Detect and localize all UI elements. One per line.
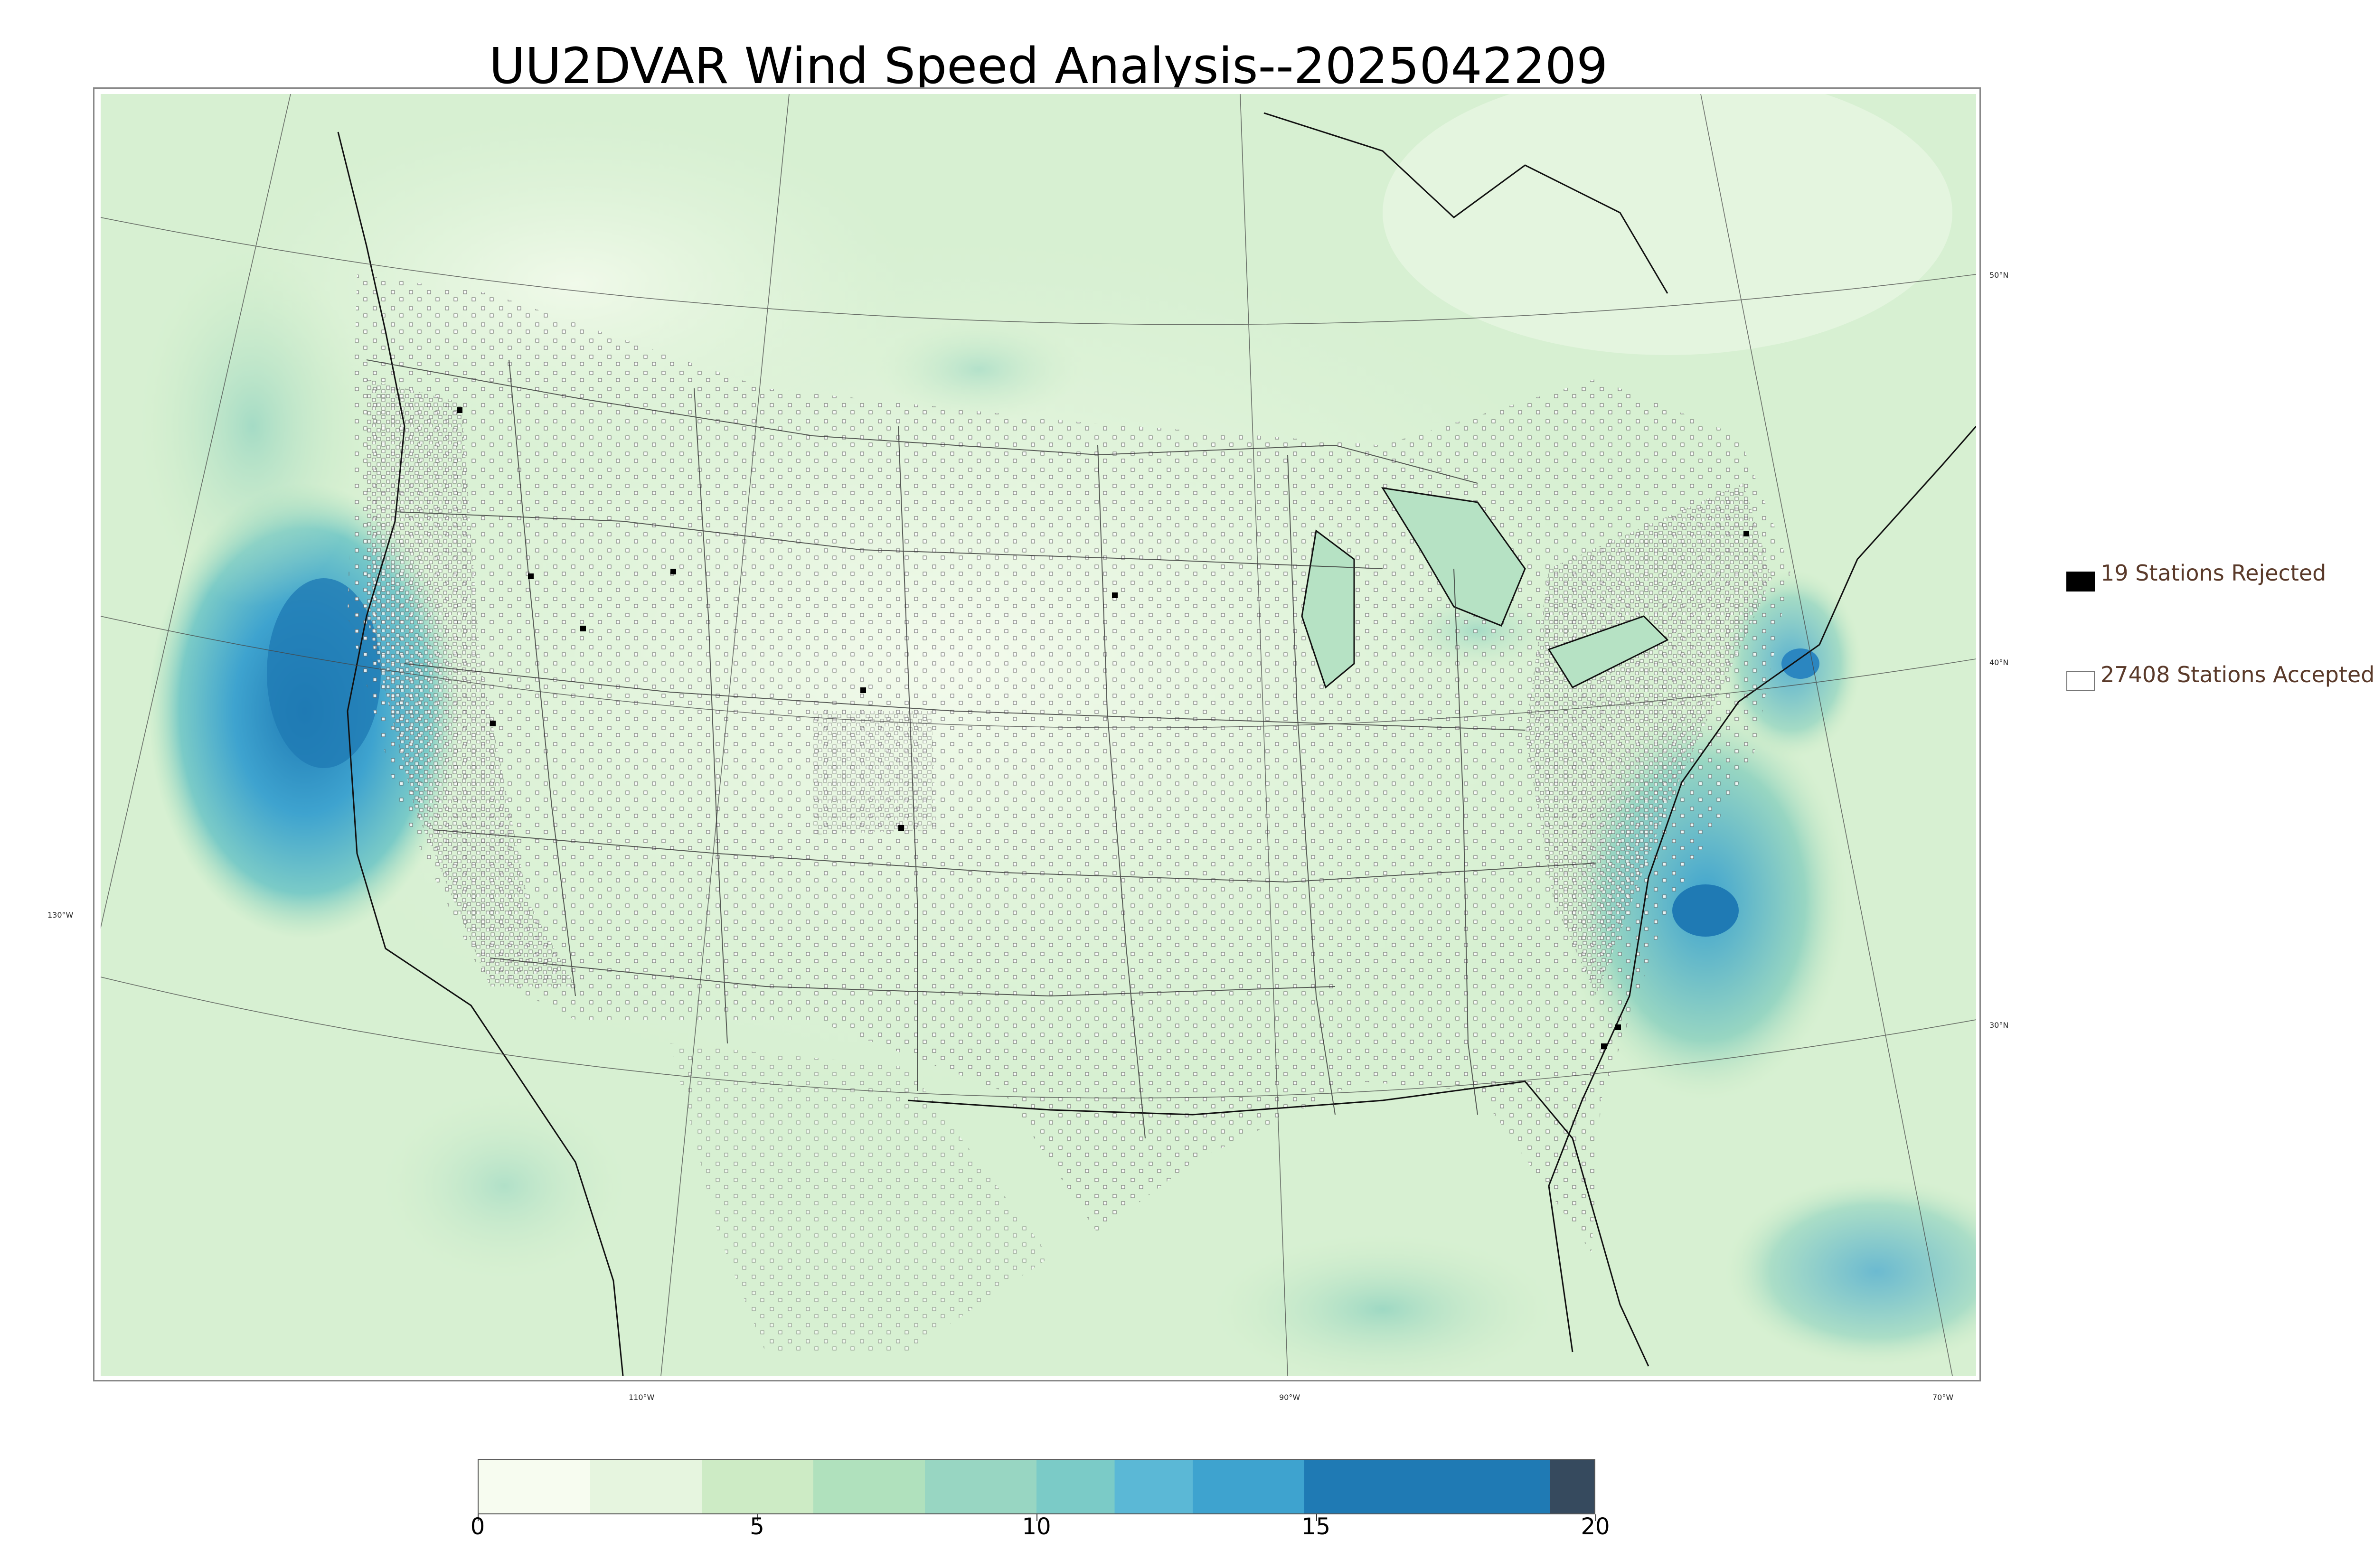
colorbar-tick-label: 20 (1581, 1513, 1610, 1540)
wind-speed-map[interactable] (101, 94, 1976, 1376)
accepted-station-marker (2066, 671, 2095, 691)
colorbar-tick (1316, 1514, 1317, 1521)
lon-label-90w: 90°W (1279, 1393, 1300, 1402)
colorbar (478, 1459, 1595, 1514)
colorbar-tick-label: 5 (750, 1513, 764, 1540)
graticule (101, 94, 1976, 1376)
rejected-station-marker (2066, 572, 2095, 592)
colorbar-tick (757, 1514, 758, 1521)
colorbar-tick-label: 0 (470, 1513, 485, 1540)
map-title: UU2DVAR Wind Speed Analysis--2025042209 (489, 37, 1608, 95)
lat-label-30n: 30°N (1989, 1021, 2009, 1030)
colorbar-tick (1595, 1514, 1596, 1521)
lat-label-40n: 40°N (1989, 658, 2009, 667)
lat-label-50n: 50°N (1989, 271, 2009, 280)
legend-accepted-label: 27408 Stations Accepted (2101, 662, 2374, 687)
colorbar-tick-label: 15 (1301, 1513, 1331, 1540)
colorbar-tick (478, 1514, 479, 1521)
lon-label-110w: 110°W (629, 1393, 655, 1402)
colorbar-tick-label: 10 (1022, 1513, 1051, 1540)
rejected-stations (457, 407, 1749, 1049)
lon-label-70w: 70°W (1932, 1393, 1954, 1402)
colorbar-tick (1036, 1514, 1037, 1521)
coastline (337, 131, 624, 1376)
legend-rejected-label: 19 Stations Rejected (2101, 560, 2327, 586)
lon-label-130w: 130°W (47, 911, 74, 920)
great-lakes (1381, 487, 1526, 627)
